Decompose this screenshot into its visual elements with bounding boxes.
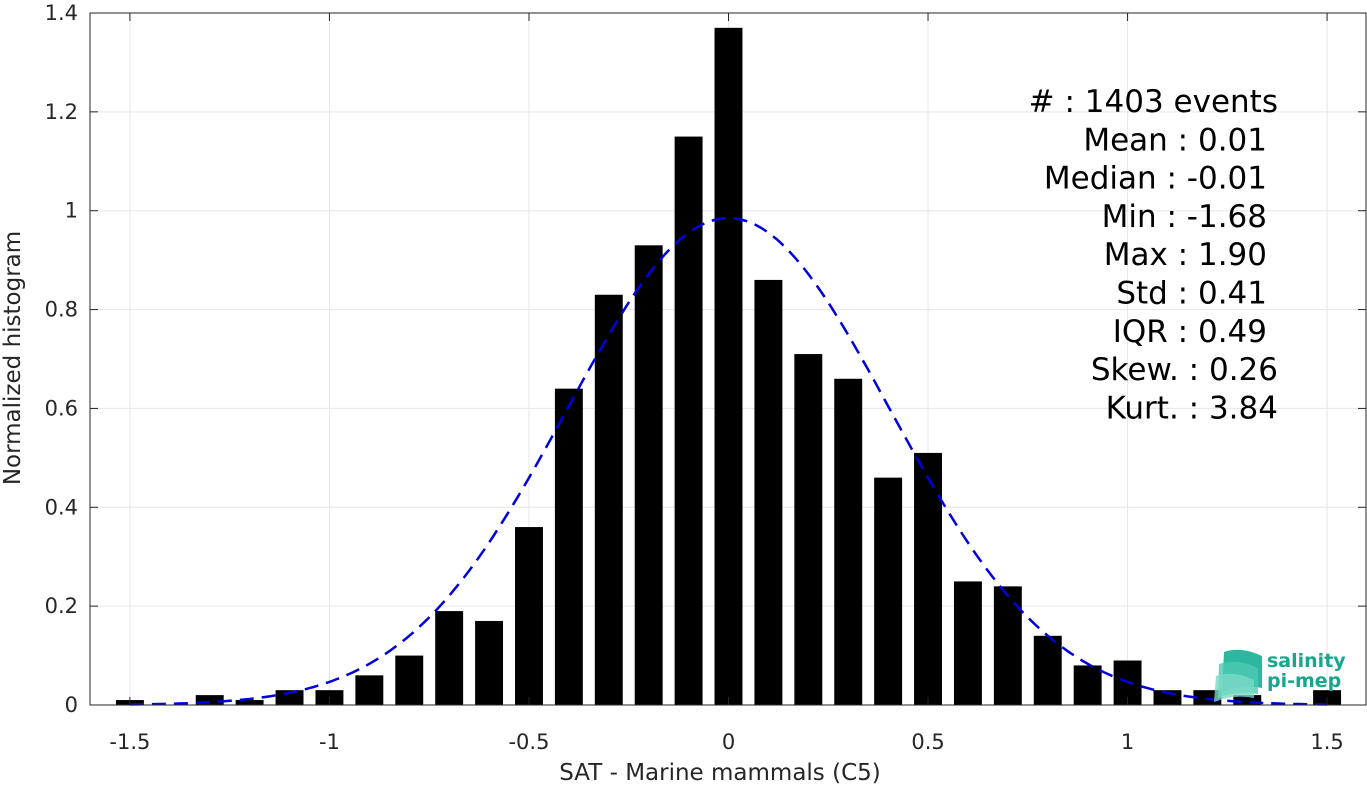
histogram-bar-6: [395, 655, 424, 705]
stat-line-7: Skew. : 0.26: [1091, 352, 1278, 388]
x-tick-label-2: -0.5: [508, 730, 549, 754]
normal-fit-curve: [129, 216, 1328, 706]
x-tick-label-3: 0: [722, 730, 735, 754]
y-axis-label: Normalized histogram: [0, 231, 26, 485]
histogram-bars: [115, 27, 1342, 706]
histogram-bar-27: [1233, 695, 1262, 705]
stat-line-6: IQR : 0.49: [1113, 314, 1267, 350]
y-tick-label-3: 0.6: [45, 396, 78, 420]
histogram-bar-10: [554, 388, 583, 705]
y-tick-label-0: 0: [65, 693, 78, 717]
y-tick-label-1: 0.2: [45, 594, 78, 618]
histogram-bar-19: [914, 452, 942, 705]
histogram-bar-18: [874, 477, 903, 705]
histogram-bar-16: [794, 354, 823, 705]
histogram-bar-22: [1033, 635, 1062, 705]
stat-line-3: Min : -1.68: [1102, 199, 1267, 235]
tick-marks: [90, 12, 1366, 706]
histogram-bar-7: [435, 611, 464, 705]
histogram-bar-15: [754, 279, 783, 705]
histogram-bar-12: [634, 245, 663, 706]
histogram-bar-21: [993, 586, 1022, 705]
x-tick-label-1: -1: [319, 730, 340, 754]
x-tick-label-4: 0.5: [911, 730, 944, 754]
histogram-bar-9: [515, 527, 543, 705]
stat-line-2: Median : -0.01: [1044, 161, 1267, 197]
histogram-bar-13: [674, 136, 703, 706]
stat-line-8: Kurt. : 3.84: [1106, 390, 1278, 426]
histogram-bar-8: [475, 620, 504, 705]
logo-text-line2: pi-mep: [1267, 670, 1341, 692]
salinity-pi-mep-logo: salinity pi-mep: [1214, 649, 1346, 702]
histogram-bar-1: [195, 695, 224, 705]
histogram-bar-17: [834, 378, 863, 705]
histogram-bar-3: [275, 690, 304, 705]
x-tick-labels: -1.5 -1 -0.5 0 0.5 1 1.5: [109, 730, 1343, 754]
wave-logo-icon: [1214, 649, 1262, 702]
y-tick-label-4: 0.8: [45, 298, 78, 322]
stat-line-5: Std : 0.41: [1116, 276, 1267, 312]
histogram-bar-11: [594, 294, 623, 705]
histogram-bar-14: [714, 27, 743, 706]
y-tick-labels: 0 0.2 0.4 0.6 0.8 1 1.2 1.4: [45, 1, 78, 717]
logo-text-line1: salinity: [1267, 650, 1346, 672]
stat-line-4: Max : 1.90: [1104, 237, 1267, 273]
histogram-bar-2: [235, 700, 264, 705]
histogram-bar-5: [355, 675, 384, 705]
y-tick-label-7: 1.4: [45, 1, 78, 25]
histogram-bar-23: [1073, 665, 1102, 705]
histogram-bar-20: [953, 581, 982, 705]
y-tick-label-6: 1.2: [45, 100, 78, 124]
stat-line-1: Mean : 0.01: [1083, 122, 1267, 158]
x-tick-label-6: 1.5: [1310, 730, 1343, 754]
stat-line-0: # : 1403 events: [1029, 84, 1278, 120]
x-tick-label-5: 1: [1121, 730, 1134, 754]
x-tick-label-0: -1.5: [109, 730, 150, 754]
x-axis-label: SAT - Marine mammals (C5): [559, 760, 881, 785]
y-tick-label-5: 1: [65, 199, 78, 223]
y-tick-label-2: 0.4: [45, 495, 78, 519]
